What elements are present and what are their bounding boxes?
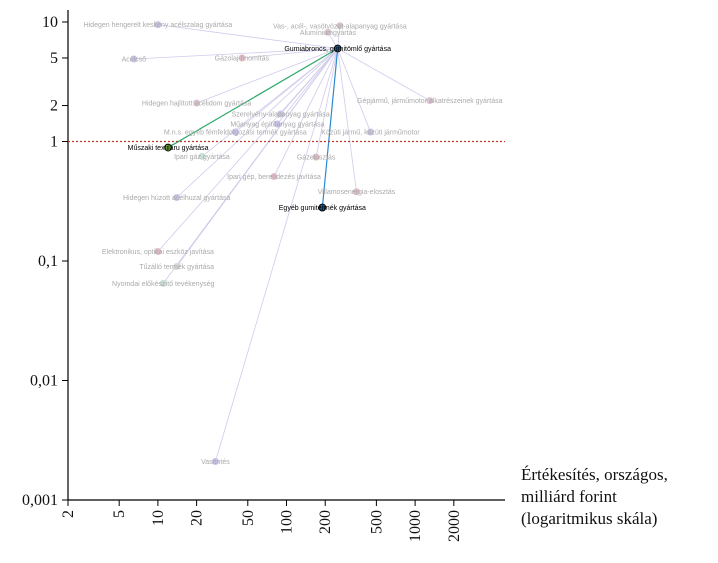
point-label: Gázolaj-finomítás (215, 55, 270, 62)
point (211, 457, 219, 465)
point (426, 97, 434, 105)
point (173, 262, 181, 270)
y-tick-label: 10 (42, 14, 58, 31)
point-label: Műszaki textiláru gyártása (128, 145, 209, 152)
point-label: Vasöntés (201, 459, 230, 466)
point-label: M.n.s. egyéb fémfeldolgozási termék gyár… (164, 130, 307, 137)
x-tick-label: 100 (279, 510, 296, 534)
point-label: Acélcső (122, 57, 147, 64)
x-tick-label: 500 (368, 510, 385, 534)
point-label: Szerelvény-alapanyag gyártása (232, 111, 330, 118)
point (336, 22, 344, 30)
x-tick-label: 2000 (446, 510, 463, 542)
edge (157, 48, 338, 252)
edge (321, 48, 339, 208)
point (154, 248, 162, 256)
x-axis-title: Értékesítés, országos, (521, 465, 668, 484)
point (312, 153, 320, 161)
point (193, 99, 201, 107)
point-label: Hidegen hengerelt keskeny acélszalag gyá… (84, 22, 233, 29)
point (367, 128, 375, 136)
edge (337, 48, 371, 133)
x-tick-label: 50 (240, 510, 257, 526)
edge (241, 48, 338, 59)
point (159, 279, 167, 287)
point (318, 203, 327, 212)
point-label: Hidegen hajlított acélidom gyártása (142, 100, 251, 107)
point (164, 143, 172, 152)
point-label: Villamosenergia-elosztás (318, 189, 396, 196)
hub-point (333, 44, 342, 53)
point (173, 193, 181, 201)
edge (157, 24, 338, 49)
x-tick-label: 200 (317, 510, 334, 534)
point (273, 120, 281, 128)
edge (273, 48, 339, 177)
x-axis-title: (logaritmikus skála) (521, 509, 657, 528)
x-axis-title: milliárd forint (521, 487, 617, 506)
edge (167, 47, 338, 149)
point-label: Gázelosztás (297, 155, 336, 162)
edge (337, 48, 357, 192)
point-label: Hidegen húzott acélhuzal gyártása (123, 195, 231, 202)
point-label: Közúti jármű, közúti járműmotor (321, 130, 420, 137)
point-label: Elektronikus, optikai eszköz javítása (102, 249, 214, 256)
edge (277, 48, 338, 125)
edge (176, 48, 338, 198)
edge (133, 48, 338, 60)
edge (315, 48, 339, 158)
edge (215, 48, 339, 462)
y-tick-label: 0,01 (30, 373, 58, 390)
edge (201, 48, 338, 157)
point-label: Gépjármű, járműmotor alkatrészeinek gyár… (357, 98, 503, 105)
point-label: Műanyag építőanyag gyártása (230, 122, 324, 129)
edge (337, 48, 430, 101)
y-tick-label: 1 (50, 134, 58, 151)
y-tick-label: 5 (50, 50, 58, 67)
x-tick-label: 2 (60, 510, 77, 518)
x-tick-label: 1000 (407, 510, 424, 542)
edge (162, 48, 338, 284)
edges (133, 24, 430, 462)
point-label: Ipari gép, berendezés javítása (227, 174, 321, 181)
point (130, 55, 138, 63)
x-tick-label: 10 (150, 510, 167, 526)
point (352, 188, 360, 196)
x-tick-label: 20 (189, 510, 206, 526)
hub-label: Gumiabroncs, gumitömlő gyártása (284, 46, 391, 53)
point-label: Vas-, acél-, vasötvözet-alapanyag gyártá… (273, 23, 407, 30)
marks: Hidegen hengerelt keskeny acélszalag gyá… (84, 21, 503, 466)
y-tick-label: 0,001 (22, 492, 58, 509)
y-tick-label: 2 (50, 98, 58, 115)
point (324, 28, 332, 36)
point (238, 54, 246, 62)
point (198, 152, 206, 160)
point-label: Egyéb gumitermék gyártása (279, 205, 366, 212)
point (154, 21, 162, 29)
point-label: Nyomdai előkészítő tevékenység (112, 281, 214, 288)
point (231, 128, 239, 136)
point (270, 172, 278, 180)
edge (196, 48, 338, 104)
y-tick-label: 0,1 (38, 253, 58, 270)
point-label: Alumíniumgyártás (300, 30, 357, 37)
point-label: Tűzálló termék gyártása (139, 264, 214, 271)
point (277, 110, 285, 118)
x-tick-label: 5 (111, 510, 128, 518)
point-label: Ipari gáz gyártása (174, 154, 230, 161)
